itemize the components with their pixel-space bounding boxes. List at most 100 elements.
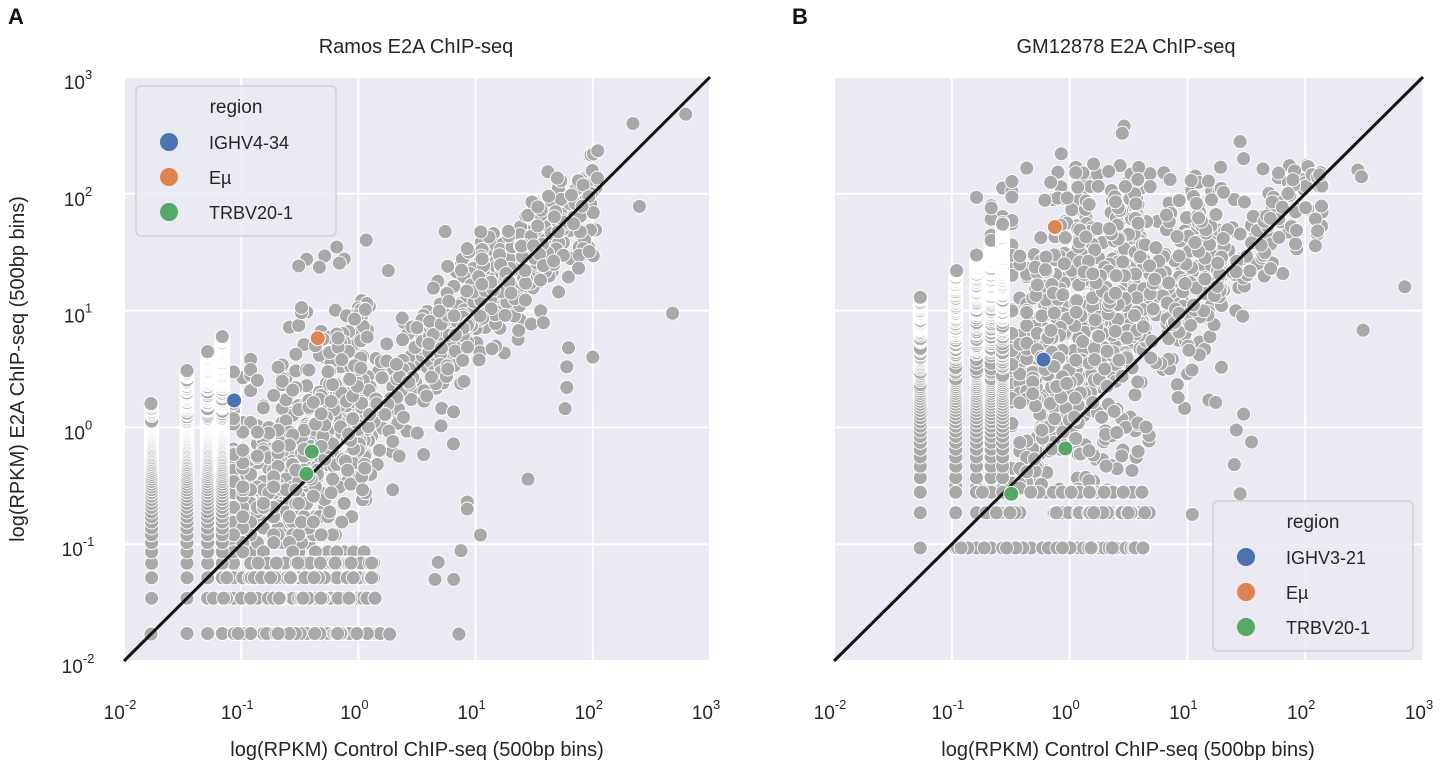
panel-b-bin-point (1135, 319, 1151, 335)
panel-b-outlier-point (1184, 506, 1200, 522)
panel-a-y-tick-label: 102 (64, 184, 92, 211)
panel-a-bin-point (345, 411, 361, 427)
panel-b-x-tick-label: 10-1 (931, 697, 964, 724)
panel-a-bin-point (459, 283, 475, 299)
panel-b-bin-point (1307, 238, 1323, 254)
panel-b-bin-point (1085, 266, 1101, 282)
panel-b-bin-point (1210, 255, 1226, 271)
panel-a-bin-point (535, 315, 551, 331)
panel-a-bin-point (379, 336, 395, 352)
panel-a-bin-point (530, 199, 546, 215)
panel-b-bin-point (1143, 350, 1159, 366)
panel-b-legend-box (1212, 500, 1414, 652)
panel-b-bin-point (1104, 540, 1120, 556)
panel-b-bin-point (1059, 376, 1075, 391)
panel-b-bin-point (1004, 189, 1020, 205)
panel-a-bin-point (290, 555, 306, 571)
panel-a-legend-label-trbv20-1: TRBV20-1 (209, 203, 293, 223)
panel-b-bin-point (1086, 505, 1102, 521)
panel-a-legend-marker-ighv4-34 (160, 133, 178, 151)
panel-a-bin-point (437, 224, 453, 240)
panel-b-bin-point (988, 505, 1004, 521)
panel-a-bin-point (340, 462, 356, 478)
panel-a-bin-point (301, 362, 317, 378)
panel-b-highlight-trbv20-1 (1057, 440, 1074, 457)
panel-a-title: Ramos E2A ChIP-seq (319, 36, 514, 58)
panel-a-bin-point (235, 544, 251, 560)
panel-a-bin-point (474, 276, 490, 292)
panel-a-bin-point (214, 329, 230, 345)
panel-a-bin-point (401, 374, 417, 390)
panel-a-x-tick-label: 10-1 (221, 697, 254, 724)
panel-a-bin-point (270, 359, 286, 375)
panel-b-bin-point (1012, 248, 1028, 264)
panel-b-bin-point (1138, 419, 1154, 435)
panel-a-bin-point (230, 626, 246, 641)
panel-b-bin-point (1191, 210, 1207, 226)
panel-b-point-cloud (912, 157, 1331, 556)
panel-b-x-ticks: 10-2 10-1 100 101 102 103 (814, 697, 1434, 724)
panel-b-legend: region IGHV3-21 Eµ TRBV20-1 (1212, 500, 1414, 652)
panel-b-bin-point (1067, 390, 1083, 406)
panel-b-outlier-point (1228, 422, 1244, 438)
panel-b-bin-point (1177, 400, 1193, 416)
panel-a-bin-point (323, 485, 339, 501)
panel-b-outlier-point (912, 289, 928, 305)
panel-b-bin-point (1127, 387, 1143, 403)
panel-a-bin-point (200, 626, 216, 641)
panel-b-bin-point (1298, 200, 1314, 216)
panel-a-bin-point (517, 263, 533, 278)
panel-b-bin-point (1188, 195, 1204, 211)
panel-a-bin-point (235, 509, 251, 525)
panel-a-outlier-point (382, 626, 398, 642)
panel-a-bin-point (357, 302, 373, 317)
panel-b-bin-point (1002, 505, 1018, 521)
panel-a-outlier-point (625, 116, 641, 131)
panel-a-outlier-point (678, 106, 694, 122)
panel-a-bin-point (334, 352, 350, 368)
panel-b-bin-point (1097, 361, 1113, 377)
panel-b-bin-point (1130, 374, 1146, 390)
panel-a-bin-point (367, 590, 383, 606)
panel-a-outlier-point (561, 340, 576, 356)
panel-b-bin-point (1236, 194, 1252, 210)
panel-b-bin-point (1034, 308, 1050, 324)
panel-a-y-ticks: 10-2 10-1 100 101 102 103 (62, 67, 95, 678)
panel-a-y-tick-label: 100 (64, 417, 92, 444)
panel-a-outlier-point (557, 401, 573, 417)
panel-b: GM12878 E2A ChIP-seq 10-2 10-1 100 101 102 10… (814, 36, 1434, 761)
panel-b-bin-point (1128, 196, 1144, 212)
panel-a-bin-point (511, 323, 527, 338)
panel-b-outlier-point (949, 263, 965, 279)
panel-a-bin-point (473, 224, 489, 240)
panel-a-bin-point (389, 356, 404, 372)
panel-b-bin-point (1187, 235, 1203, 250)
panel-b-bin-point (1177, 276, 1193, 291)
panel-a-bin-point (200, 344, 216, 360)
panel-b-bin-point (1184, 362, 1200, 378)
panel-b-bin-point (1134, 484, 1150, 500)
panel-a-bin-point (243, 590, 259, 606)
panel-a-bin-point (270, 626, 286, 641)
panel-a-bin-point (249, 372, 265, 388)
panel-b-bin-point (1023, 484, 1039, 500)
panel-a-bin-point (342, 371, 358, 387)
panel-b-bin-point (983, 200, 999, 216)
panel-b-bin-point (1171, 248, 1187, 264)
panel-a-x-ticks: 10-2 10-1 100 101 102 103 (104, 697, 721, 724)
panel-a-bin-point (590, 143, 606, 159)
panel-b-bin-point (1028, 398, 1043, 414)
panel-b-bin-point (1183, 173, 1199, 189)
panel-b-bin-point (1096, 484, 1112, 500)
panel-a-bin-point (409, 320, 425, 336)
panel-a-outlier-point (430, 554, 446, 570)
panel-b-bin-point (1081, 484, 1097, 500)
panel-a-bin-point (291, 317, 307, 333)
panel-b-bin-point (1130, 443, 1146, 459)
panel-b-bin-point (1075, 334, 1091, 350)
panel-b-bin-point (1054, 540, 1070, 556)
panel-a-y-tick-label: 10-2 (62, 651, 95, 678)
panel-a-bin-point (421, 336, 437, 352)
panel-a-bin-point (330, 626, 346, 641)
panel-b-bin-point (1107, 323, 1123, 339)
